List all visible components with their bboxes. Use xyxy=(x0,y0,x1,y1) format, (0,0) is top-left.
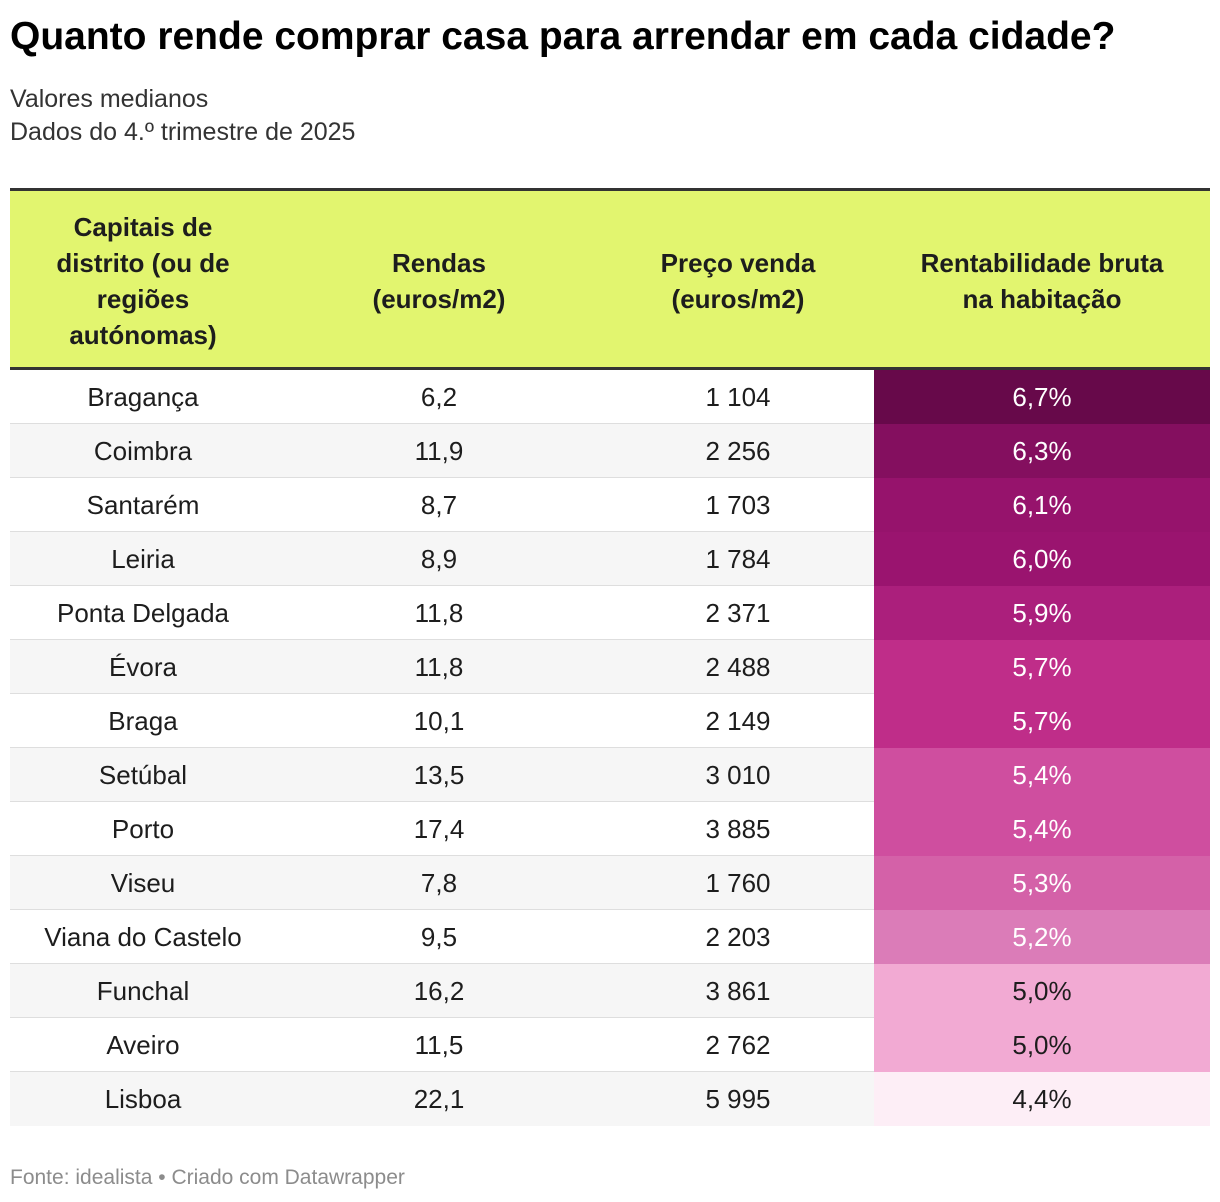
subtitle-line-2: Dados do 4.º trimestre de 2025 xyxy=(10,118,356,146)
rent-cell: 17,4 xyxy=(413,813,465,844)
rent-cell: 11,8 xyxy=(414,651,464,682)
rent-cell: 9,5 xyxy=(420,921,458,952)
price-cell: 2 762 xyxy=(705,1029,771,1060)
rent-cell: 11,9 xyxy=(414,435,464,466)
table-row: Setúbal 13,5 3 010 5,4% xyxy=(10,748,1210,802)
yield-cell: 5,4% xyxy=(874,802,1210,856)
rent-cell: 13,5 xyxy=(413,759,465,790)
table-header: Capitais de distrito (ou de regiões autó… xyxy=(10,188,1210,370)
city-cell: Funchal xyxy=(96,975,190,1006)
yield-cell: 6,7% xyxy=(874,370,1210,424)
city-cell: Santarém xyxy=(86,489,200,520)
subtitle-line-1: Valores medianos xyxy=(10,85,209,113)
header-rent-line: Rendas xyxy=(392,247,486,278)
table-row: Lisboa 22,1 5 995 4,4% xyxy=(10,1072,1210,1126)
yield-cell: 5,7% xyxy=(874,640,1210,694)
price-cell: 1 760 xyxy=(705,867,771,898)
chart-title: Quanto rende comprar casa para arrendar … xyxy=(10,15,1116,58)
city-cell: Viseu xyxy=(110,867,176,898)
city-cell: Setúbal xyxy=(98,759,188,790)
price-cell: 3 010 xyxy=(705,759,771,790)
table-body: Bragança 6,2 1 104 6,7% Coimbra 11,9 2 256 6,3%… xyxy=(10,370,1210,1126)
city-cell: Lisboa xyxy=(104,1083,182,1114)
data-table: Capitais de distrito (ou de regiões autó… xyxy=(10,188,1210,1126)
city-cell: Porto xyxy=(111,813,175,844)
price-cell: 2 488 xyxy=(705,651,771,682)
price-cell: 5 995 xyxy=(705,1083,771,1114)
source-footer: Fonte: idealista • Criado com Datawrappe… xyxy=(10,1166,405,1189)
table-row: Coimbra 11,9 2 256 6,3% xyxy=(10,424,1210,478)
header-city-line: distrito (ou de xyxy=(56,247,230,278)
price-cell: 3 861 xyxy=(705,975,771,1006)
price-cell: 1 784 xyxy=(705,543,771,574)
price-cell: 1 703 xyxy=(705,489,771,520)
city-cell: Ponta Delgada xyxy=(56,597,230,628)
header-city[interactable]: Capitais de distrito (ou de regiões autó… xyxy=(10,191,276,370)
header-rent-line: (euros/m2) xyxy=(372,283,506,314)
yield-cell: 4,4% xyxy=(874,1072,1210,1126)
price-cell: 2 256 xyxy=(705,435,771,466)
price-cell: 2 203 xyxy=(705,921,771,952)
header-city-line: regiões xyxy=(96,283,190,314)
rent-cell: 8,7 xyxy=(420,489,458,520)
price-cell: 2 149 xyxy=(705,705,771,736)
yield-cell: 5,2% xyxy=(874,910,1210,964)
table-row: Viseu 7,8 1 760 5,3% xyxy=(10,856,1210,910)
city-cell: Braga xyxy=(108,705,178,736)
rent-cell: 7,8 xyxy=(420,867,458,898)
city-cell: Leiria xyxy=(111,543,175,574)
yield-cell: 5,4% xyxy=(874,748,1210,802)
price-cell: 3 885 xyxy=(705,813,771,844)
header-rent[interactable]: Rendas (euros/m2) xyxy=(276,191,602,370)
yield-cell: 5,3% xyxy=(874,856,1210,910)
header-price-line: Preço venda xyxy=(660,247,816,278)
city-cell: Viana do Castelo xyxy=(44,921,242,952)
header-city-line: autónomas) xyxy=(69,319,217,350)
rent-cell: 10,1 xyxy=(413,705,465,736)
rent-cell: 11,8 xyxy=(414,597,464,628)
header-city-line: Capitais de xyxy=(73,211,213,242)
table-row: Funchal 16,2 3 861 5,0% xyxy=(10,964,1210,1018)
yield-cell: 5,9% xyxy=(874,586,1210,640)
price-cell: 2 371 xyxy=(705,597,771,628)
table-row: Évora 11,8 2 488 5,7% xyxy=(10,640,1210,694)
yield-cell: 5,0% xyxy=(874,1018,1210,1072)
table-row: Leiria 8,9 1 784 6,0% xyxy=(10,532,1210,586)
table-row: Aveiro 11,5 2 762 5,0% xyxy=(10,1018,1210,1072)
header-price-line: (euros/m2) xyxy=(671,283,805,314)
table-row: Braga 10,1 2 149 5,7% xyxy=(10,694,1210,748)
city-cell: Coimbra xyxy=(93,435,193,466)
table-row: Santarém 8,7 1 703 6,1% xyxy=(10,478,1210,532)
header-price[interactable]: Preço venda (euros/m2) xyxy=(602,191,874,370)
rent-cell: 22,1 xyxy=(413,1083,465,1114)
rent-cell: 11,5 xyxy=(414,1029,464,1060)
yield-cell: 6,1% xyxy=(874,478,1210,532)
city-cell: Bragança xyxy=(87,381,199,412)
price-cell: 1 104 xyxy=(705,381,771,412)
yield-cell: 6,3% xyxy=(874,424,1210,478)
rent-cell: 6,2 xyxy=(420,381,458,412)
yield-cell: 5,0% xyxy=(874,964,1210,1018)
table-row: Bragança 6,2 1 104 6,7% xyxy=(10,370,1210,424)
header-yield-line: na habitação xyxy=(962,283,1122,314)
rent-cell: 16,2 xyxy=(413,975,465,1006)
yield-cell: 6,0% xyxy=(874,532,1210,586)
header-yield[interactable]: Rentabilidade bruta na habitação xyxy=(874,191,1210,370)
rent-cell: 8,9 xyxy=(420,543,458,574)
chart-subtitle: Valores medianos Dados do 4.º trimestre … xyxy=(10,83,1210,149)
table-row: Viana do Castelo 9,5 2 203 5,2% xyxy=(10,910,1210,964)
city-cell: Aveiro xyxy=(106,1029,180,1060)
table-row: Ponta Delgada 11,8 2 371 5,9% xyxy=(10,586,1210,640)
city-cell: Évora xyxy=(109,651,177,682)
header-yield-line: Rentabilidade bruta xyxy=(920,247,1164,278)
table-row: Porto 17,4 3 885 5,4% xyxy=(10,802,1210,856)
yield-cell: 5,7% xyxy=(874,694,1210,748)
